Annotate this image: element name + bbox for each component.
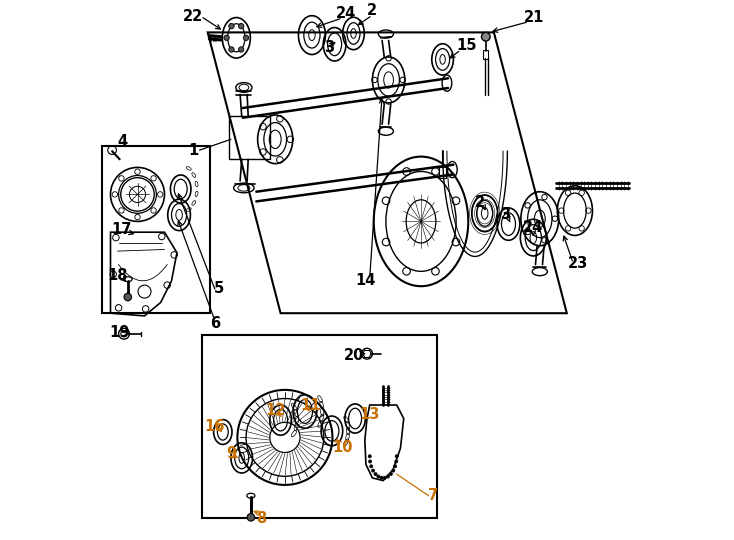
Text: 16: 16 [205, 419, 225, 434]
Circle shape [371, 469, 375, 472]
Circle shape [374, 472, 377, 476]
Circle shape [383, 476, 386, 480]
Bar [229, 116, 270, 159]
Circle shape [377, 475, 380, 478]
Circle shape [244, 35, 249, 40]
Circle shape [368, 460, 371, 463]
Text: 5: 5 [214, 281, 224, 296]
Circle shape [229, 23, 234, 29]
Text: 11: 11 [300, 397, 321, 413]
Text: 22: 22 [183, 9, 203, 24]
Text: 7: 7 [428, 488, 438, 503]
Text: 15: 15 [457, 38, 477, 53]
Circle shape [124, 293, 131, 301]
Text: 9: 9 [226, 446, 236, 461]
Bar [203, 335, 437, 518]
Text: 20: 20 [344, 348, 364, 363]
Text: 23: 23 [567, 256, 588, 271]
Bar [483, 50, 489, 59]
Circle shape [395, 455, 399, 458]
Text: 3: 3 [324, 40, 334, 55]
Text: 2: 2 [476, 195, 485, 210]
Text: 12: 12 [265, 403, 286, 418]
Circle shape [393, 465, 397, 468]
Circle shape [224, 35, 229, 40]
Circle shape [370, 465, 373, 468]
Text: 13: 13 [360, 407, 380, 422]
Circle shape [395, 460, 398, 463]
Text: 14: 14 [356, 273, 376, 288]
Text: 21: 21 [524, 10, 545, 25]
Bar [103, 146, 211, 313]
Circle shape [386, 475, 390, 478]
Circle shape [482, 32, 490, 41]
Circle shape [229, 47, 234, 52]
Circle shape [392, 469, 395, 472]
Text: 4: 4 [118, 134, 128, 149]
Text: 10: 10 [333, 440, 353, 455]
Text: 19: 19 [109, 325, 130, 340]
Text: 17: 17 [111, 222, 131, 237]
Text: 3: 3 [500, 207, 509, 222]
Circle shape [239, 23, 244, 29]
Text: 6: 6 [210, 316, 219, 332]
Circle shape [247, 514, 255, 521]
Text: 8: 8 [257, 511, 267, 526]
Text: 1: 1 [188, 143, 198, 158]
Circle shape [389, 472, 393, 476]
Text: 2: 2 [367, 3, 377, 18]
Circle shape [380, 476, 383, 480]
Text: 24: 24 [523, 220, 543, 235]
Circle shape [368, 455, 371, 458]
Text: 24: 24 [336, 6, 357, 21]
Bar [440, 167, 446, 178]
Circle shape [239, 47, 244, 52]
Text: 18: 18 [107, 268, 128, 283]
